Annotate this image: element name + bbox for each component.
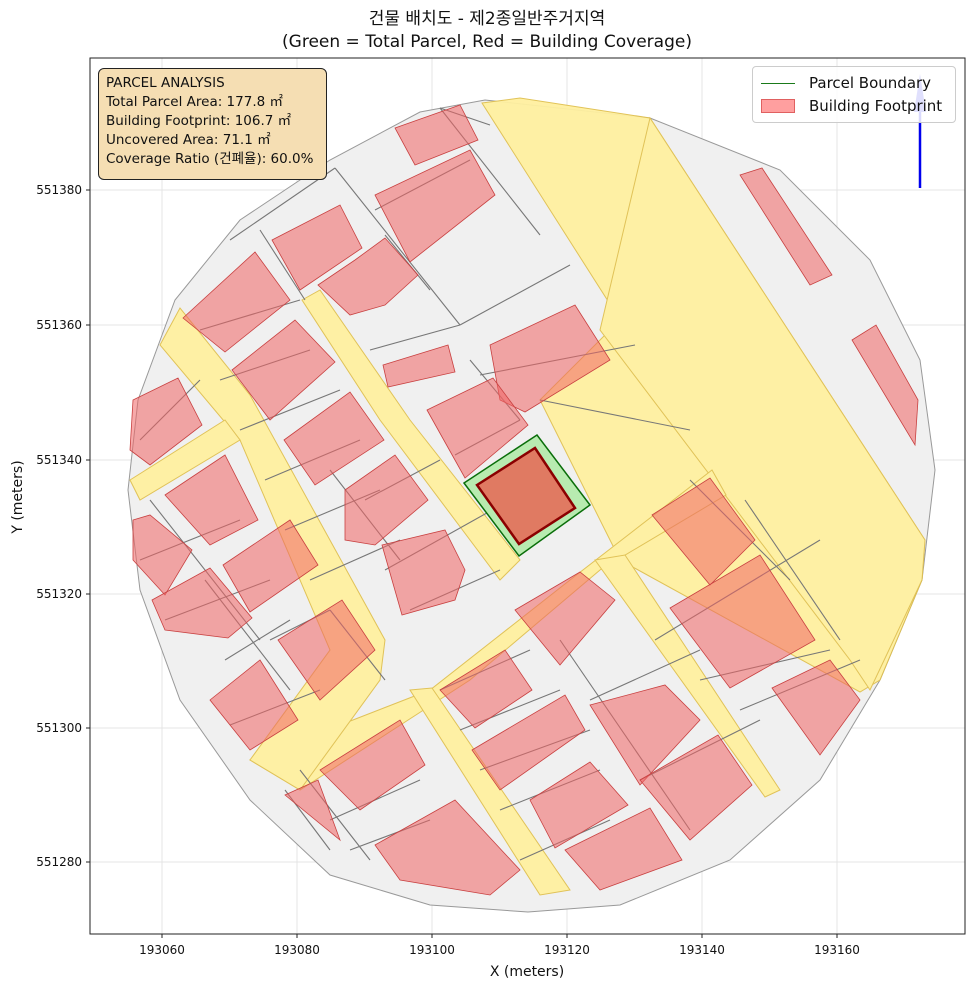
road-south-diagonal: [409, 687, 571, 896]
tick-marks: [86, 189, 838, 938]
building: [283, 391, 385, 486]
parcel-line-swatch: [761, 82, 795, 84]
building: [639, 734, 753, 841]
x-tick-label: 193060: [139, 943, 185, 957]
info-footprint: Building Footprint: 106.7 ㎡: [106, 113, 292, 129]
y-tick-label: 551340: [36, 453, 82, 467]
building: [374, 149, 496, 263]
y-tick-label: 551380: [36, 183, 82, 197]
building: [277, 599, 376, 701]
building: [129, 377, 203, 466]
building: [426, 377, 529, 479]
title-line-1: 건물 배치도 - 제2종일반주거지역: [368, 9, 606, 29]
road-east-strip: [599, 116, 926, 692]
building-footprints: [129, 104, 919, 896]
road-mid-diagonal: [301, 289, 521, 581]
building: [271, 204, 363, 291]
building: [164, 454, 259, 546]
building: [382, 344, 456, 388]
y-tick-label: 551300: [36, 721, 82, 735]
building: [231, 319, 336, 421]
building: [151, 567, 253, 639]
y-axis-label: Y (meters): [10, 460, 26, 534]
building: [471, 694, 586, 791]
road-west-spur: [129, 419, 241, 501]
legend: Parcel Boundary Building Footprint: [752, 66, 956, 123]
building: [132, 514, 193, 596]
building: [514, 571, 616, 666]
title-line-2: (Green = Total Parcel, Red = Building Co…: [282, 32, 692, 52]
building-patch-swatch: [761, 99, 795, 113]
building: [319, 719, 426, 811]
building: [209, 659, 299, 751]
x-tick-label: 193120: [544, 943, 590, 957]
building: [222, 519, 319, 613]
target-building: [475, 446, 577, 546]
x-tick-label: 193080: [274, 943, 320, 957]
building: [182, 251, 291, 353]
legend-item-parcel: Parcel Boundary: [761, 73, 931, 93]
x-tick-label: 193160: [814, 943, 860, 957]
info-heading: PARCEL ANALYSIS: [106, 75, 225, 91]
building: [851, 324, 919, 447]
building: [284, 779, 341, 842]
legend-item-building: Building Footprint: [761, 96, 942, 116]
legend-label-building: Building Footprint: [809, 97, 943, 115]
plot-frame: [89, 57, 966, 935]
building: [651, 477, 756, 586]
building: [589, 684, 701, 786]
building: [317, 237, 419, 316]
x-axis-label: X (meters): [490, 964, 564, 980]
road-se-diagonal: [594, 554, 781, 798]
legend-label-parcel: Parcel Boundary: [809, 74, 932, 92]
x-tick-label: 193100: [409, 943, 455, 957]
building: [669, 554, 816, 689]
info-coverage-ratio: Coverage Ratio (건폐율): 60.0%: [106, 151, 314, 167]
y-tick-label: 551360: [36, 318, 82, 332]
building: [771, 659, 861, 756]
building: [529, 761, 629, 849]
building: [344, 454, 429, 546]
info-total-area: Total Parcel Area: 177.8 ㎡: [106, 94, 283, 110]
y-tick-label: 551320: [36, 587, 82, 601]
info-uncovered: Uncovered Area: 71.1 ㎡: [106, 132, 271, 148]
building: [381, 529, 466, 616]
building: [374, 799, 521, 896]
x-tick-label: 193140: [679, 943, 725, 957]
building: [739, 167, 833, 286]
y-tick-label: 551280: [36, 855, 82, 869]
building: [439, 649, 533, 729]
parcel-analysis-box: PARCEL ANALYSIS Total Parcel Area: 177.8…: [98, 68, 327, 180]
building: [394, 104, 479, 166]
building: [564, 807, 683, 891]
